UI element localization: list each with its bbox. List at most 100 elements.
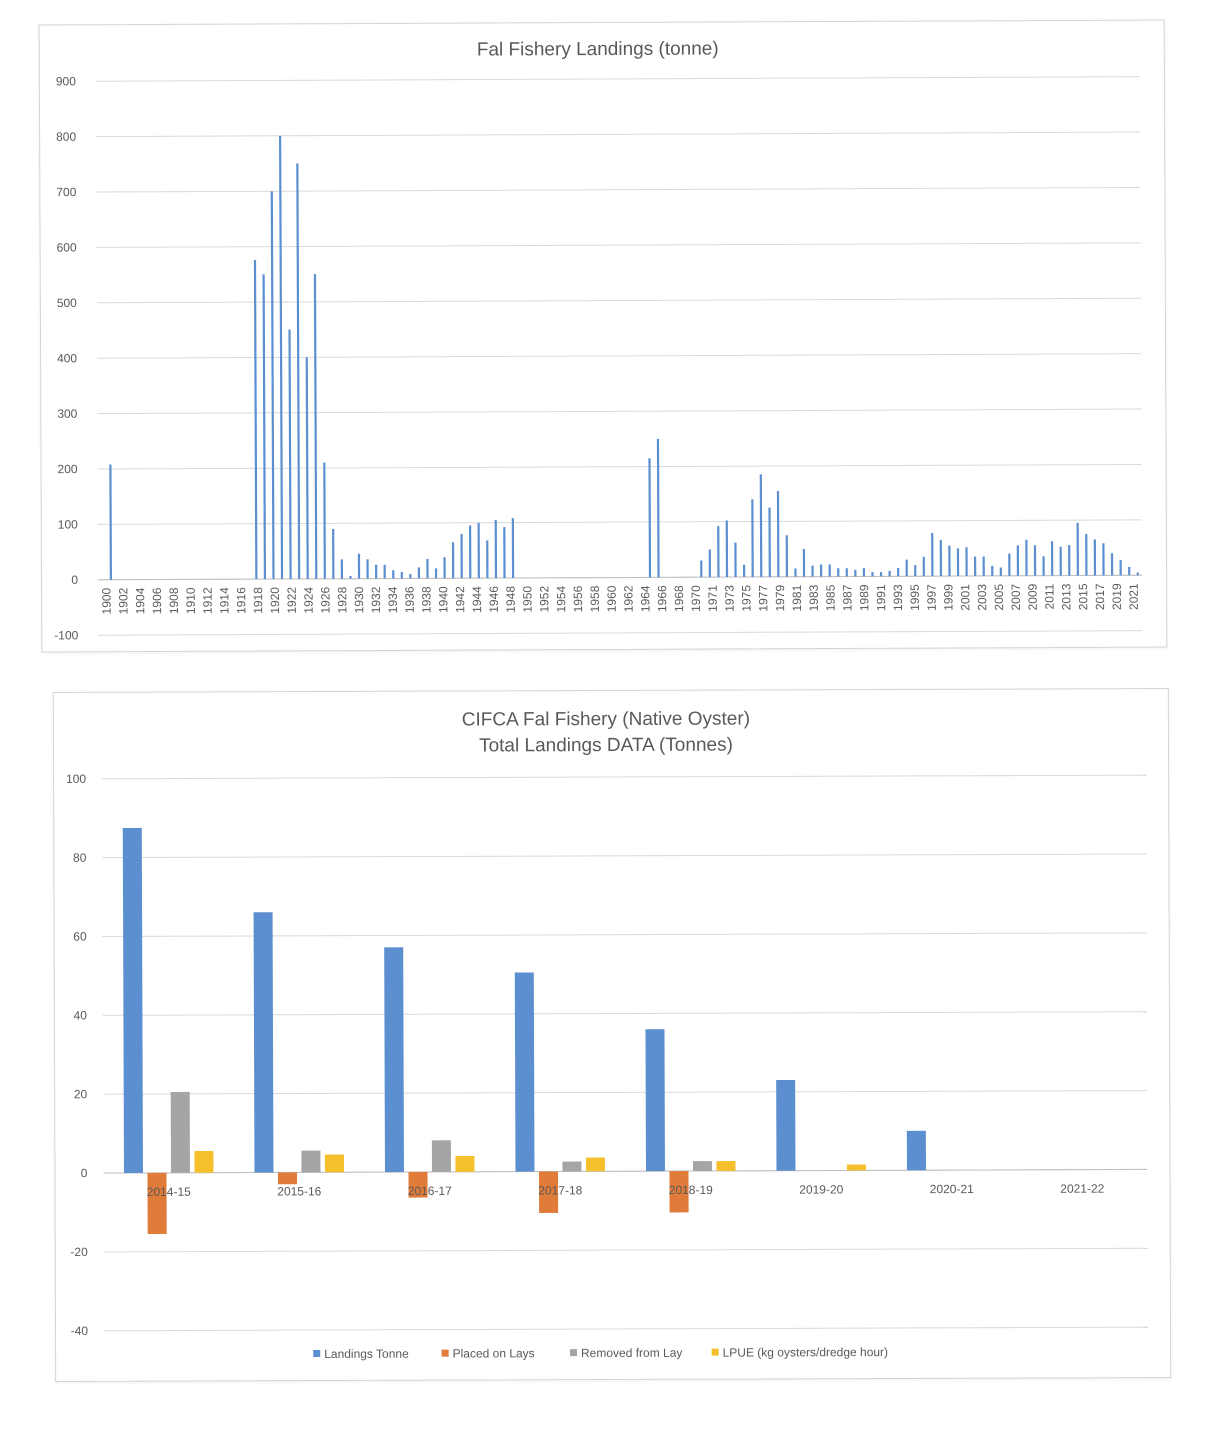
bar <box>648 458 652 578</box>
bar <box>194 1150 214 1173</box>
x-tick-label: 1938 <box>419 586 433 613</box>
x-tick-label: 1928 <box>335 586 349 613</box>
bar <box>431 1140 451 1172</box>
x-tick-label: 2019 <box>1110 583 1124 610</box>
x-tick-label: 2015-16 <box>277 1184 321 1198</box>
x-tick-label: 1981 <box>790 584 804 611</box>
bar <box>262 274 267 580</box>
x-tick-label: 2016-17 <box>408 1184 452 1198</box>
y-tick-label: 200 <box>58 462 78 476</box>
x-tick-label: 1993 <box>891 584 905 611</box>
x-tick-label: 1966 <box>655 585 669 612</box>
x-tick-label: 1971 <box>706 585 720 612</box>
x-tick-label: 2001 <box>958 584 972 611</box>
gridline <box>102 774 1147 780</box>
x-tick-label: 1997 <box>925 584 939 611</box>
landings-history-chart: Fal Fishery Landings (tonne) -100 0 100 200… <box>38 19 1168 653</box>
legend-label: Placed on Lays <box>453 1346 535 1360</box>
x-tick-label: 1906 <box>150 587 164 614</box>
bar <box>323 462 326 579</box>
y-tick-label: 500 <box>57 296 77 310</box>
bar <box>109 464 112 580</box>
bar <box>279 135 284 580</box>
x-tick-label: 2009 <box>1026 583 1040 610</box>
bar <box>384 947 404 1173</box>
y-tick-label: 900 <box>56 74 76 88</box>
x-tick-label: 1914 <box>217 587 231 614</box>
gridline <box>97 519 1142 525</box>
x-tick-label: 1964 <box>638 585 652 612</box>
gridline <box>96 242 1141 248</box>
legend-swatch <box>441 1349 449 1357</box>
bar <box>313 274 318 579</box>
x-tick-label: 1910 <box>184 587 198 614</box>
bar <box>122 827 143 1173</box>
x-tick-label: 1973 <box>723 585 737 612</box>
y-tick-label: 100 <box>58 517 78 531</box>
x-tick-label: 1904 <box>133 587 147 614</box>
landings-history-svg: Fal Fishery Landings (tonne) -100 0 100 200… <box>54 38 1143 642</box>
x-tick-label: 1936 <box>403 586 417 613</box>
x-tick-label: 2017 <box>1093 583 1107 610</box>
legend-label: LPUE (kg oysters/dredge hour) <box>723 1345 888 1360</box>
y-tick-label: 100 <box>66 772 86 786</box>
bar <box>645 1029 665 1172</box>
gridline <box>103 1090 1148 1095</box>
y-tick-label: 300 <box>57 407 77 421</box>
x-tick-label: 1983 <box>807 584 821 611</box>
bar <box>301 1150 321 1173</box>
gridline <box>103 1247 1148 1253</box>
y-tick-label: -100 <box>54 628 78 642</box>
x-tick-label: 1942 <box>453 586 467 613</box>
bar <box>288 329 292 579</box>
x-tick-label: 2013 <box>1059 583 1073 610</box>
x-tick-label: 1962 <box>622 585 636 612</box>
x-tick-label: 1916 <box>234 587 248 614</box>
x-tick-label: 1975 <box>739 585 753 612</box>
x-tick-label: 2015 <box>1076 583 1090 610</box>
x-tick-label: 1960 <box>605 585 619 612</box>
gridline <box>96 186 1141 193</box>
gridline <box>97 408 1142 415</box>
x-tick-label: 1908 <box>167 587 181 614</box>
bar <box>324 1154 344 1173</box>
x-tick-label: 1985 <box>824 584 838 611</box>
bar <box>147 1172 167 1235</box>
y-tick-label: 60 <box>73 930 87 944</box>
x-tick-label: 1924 <box>302 587 316 614</box>
y-tick-label: 800 <box>56 130 76 144</box>
x-tick-label: 1912 <box>201 587 215 614</box>
x-tick-label: 1948 <box>504 586 518 613</box>
x-tick-label: 2017-18 <box>538 1183 582 1197</box>
x-tick-label: 2021-22 <box>1060 1182 1104 1196</box>
x-tick-label: 1930 <box>352 586 366 613</box>
bar <box>270 191 275 580</box>
native-oyster-svg: CIFCA Fal Fishery (Native Oyster) Total … <box>66 709 1149 1361</box>
x-tick-label: 1954 <box>554 585 568 612</box>
x-tick-label: 1944 <box>470 586 484 613</box>
gridline <box>104 1326 1149 1332</box>
x-tick-label: 1999 <box>941 584 955 611</box>
x-tick-label: 1968 <box>672 585 686 612</box>
y-tick-label: 40 <box>74 1008 88 1022</box>
native-oyster-chart: CIFCA Fal Fishery (Native Oyster) Total … <box>52 688 1172 1382</box>
x-tick-label: 1946 <box>487 586 501 613</box>
x-tick-label: 1952 <box>537 586 551 613</box>
y-tick-label: 0 <box>81 1166 88 1180</box>
gridline <box>102 853 1147 859</box>
y-tick-label: 20 <box>74 1087 88 1101</box>
y-tick-label: 80 <box>73 851 87 865</box>
x-tick-label: 1934 <box>386 586 400 613</box>
bar <box>669 1171 689 1213</box>
x-tick-label: 1979 <box>773 584 787 611</box>
bar <box>455 1155 475 1172</box>
x-tick-label: 2020-21 <box>930 1182 974 1196</box>
bar <box>253 912 274 1173</box>
legend-swatch <box>313 1350 321 1358</box>
legend-label: Landings Tonne <box>324 1347 409 1361</box>
y-tick-label: 700 <box>56 185 76 199</box>
bar <box>408 1171 428 1198</box>
x-tick-label: 1926 <box>318 586 332 613</box>
x-tick-label: 1940 <box>436 586 450 613</box>
x-tick-label: 1918 <box>251 587 265 614</box>
